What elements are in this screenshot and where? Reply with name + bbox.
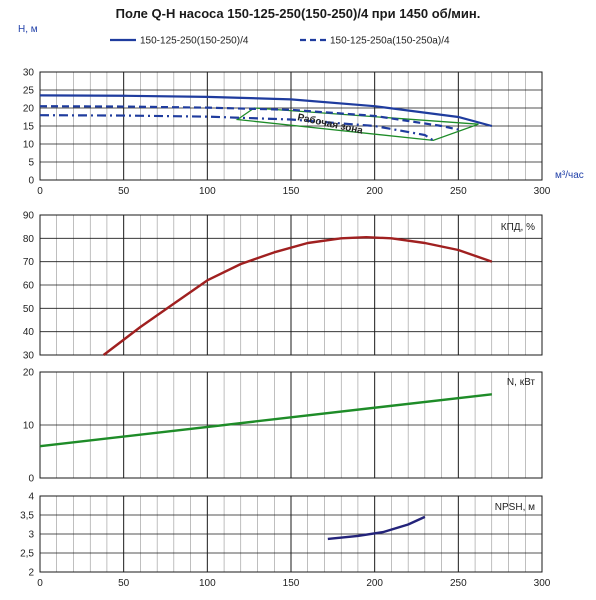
y-tick-label: 5 bbox=[28, 158, 34, 169]
x-tick-label: 100 bbox=[199, 186, 216, 197]
panel-frame bbox=[39, 214, 543, 356]
h-curve-0 bbox=[39, 94, 493, 128]
panel-frame bbox=[39, 495, 543, 573]
y-tick-label: 0 bbox=[28, 474, 34, 485]
panel-frame bbox=[39, 371, 543, 479]
x-tick-label: 100 bbox=[199, 578, 216, 589]
y-tick-label: 15 bbox=[23, 122, 35, 133]
x-tick-label: 300 bbox=[534, 186, 551, 197]
x-tick-label: 300 bbox=[534, 578, 551, 589]
legend-label-main: 150-125-250(150-250)/4 bbox=[140, 36, 249, 47]
x-tick-label: 150 bbox=[283, 578, 300, 589]
y-tick-label: 30 bbox=[23, 351, 35, 362]
h-curve-1 bbox=[39, 105, 459, 131]
panel-label-3: NPSH, м bbox=[495, 502, 535, 513]
x-tick-label: 200 bbox=[366, 186, 383, 197]
x-tick-label: 200 bbox=[366, 578, 383, 589]
y-tick-label: 4 bbox=[28, 492, 34, 503]
y-tick-label: 80 bbox=[23, 234, 35, 245]
curve-2 bbox=[39, 393, 492, 448]
panel-frame bbox=[39, 71, 543, 181]
y-tick-label: 90 bbox=[23, 211, 35, 222]
y-tick-label: 0 bbox=[28, 176, 34, 187]
curve-1 bbox=[102, 235, 493, 356]
x-axis-label: м³/час bbox=[555, 170, 584, 181]
figure-title: Поле Q-H насоса 150-125-250(150-250)/4 п… bbox=[115, 6, 481, 21]
x-tick-label: 0 bbox=[37, 578, 43, 589]
x-tick-label: 250 bbox=[450, 186, 467, 197]
x-tick-label: 0 bbox=[37, 186, 43, 197]
y-tick-label: 50 bbox=[23, 304, 35, 315]
y-tick-label: 30 bbox=[23, 68, 35, 79]
x-tick-label: 50 bbox=[118, 186, 130, 197]
x-tick-label: 150 bbox=[283, 186, 300, 197]
y-tick-label: 20 bbox=[23, 104, 35, 115]
x-tick-label: 50 bbox=[118, 578, 130, 589]
y-tick-label: 60 bbox=[23, 281, 35, 292]
y-tick-label: 2,5 bbox=[20, 549, 34, 560]
y-tick-label: 40 bbox=[23, 327, 35, 338]
y-tick-label: 20 bbox=[23, 368, 35, 379]
y-tick-label: 2 bbox=[28, 568, 34, 579]
y-tick-label: 10 bbox=[23, 140, 35, 151]
working-zone-outline bbox=[235, 107, 479, 142]
x-tick-label: 250 bbox=[450, 578, 467, 589]
y-tick-label: 25 bbox=[23, 86, 35, 97]
y-tick-label: 70 bbox=[23, 257, 35, 268]
y-tick-label: 10 bbox=[23, 421, 35, 432]
y-tick-label: 3 bbox=[28, 530, 34, 541]
panel-label-1: КПД, % bbox=[501, 222, 535, 233]
y-tick-label: 3,5 bbox=[20, 511, 34, 522]
legend-label-alt: 150-125-250а(150-250а)/4 bbox=[330, 36, 450, 47]
panel-label-2: N, кВт bbox=[507, 377, 535, 388]
y-axis-label: Н, м bbox=[18, 24, 38, 35]
curve-3 bbox=[327, 515, 426, 541]
h-curve-2 bbox=[39, 114, 434, 142]
